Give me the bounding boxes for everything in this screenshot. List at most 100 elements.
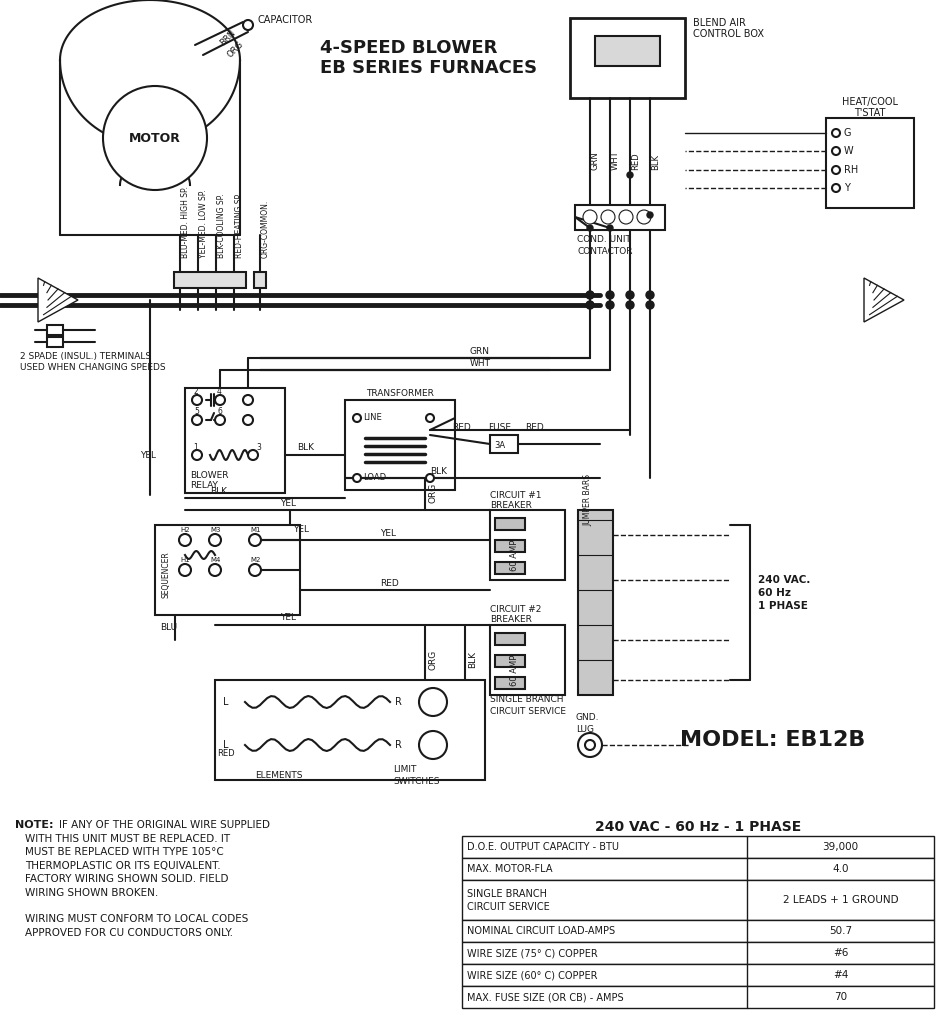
Text: 6: 6	[217, 408, 222, 417]
Text: BLK: BLK	[297, 443, 314, 453]
Bar	[462, 880, 934, 920]
Bar	[495, 633, 525, 645]
Text: NOMINAL CIRCUIT LOAD-AMPS: NOMINAL CIRCUIT LOAD-AMPS	[467, 926, 615, 936]
Bar	[155, 525, 300, 615]
Circle shape	[209, 564, 221, 575]
Bar	[495, 677, 525, 689]
Circle shape	[626, 291, 634, 299]
Circle shape	[627, 172, 633, 178]
Bar	[578, 510, 613, 695]
Text: 1: 1	[193, 442, 197, 452]
Polygon shape	[38, 278, 78, 322]
Text: THERMOPLASTIC OR ITS EQUIVALENT.: THERMOPLASTIC OR ITS EQUIVALENT.	[25, 860, 221, 870]
Text: 240 VAC.: 240 VAC.	[758, 575, 810, 585]
Text: RELAY: RELAY	[190, 481, 218, 490]
Text: 1 PHASE: 1 PHASE	[758, 601, 808, 611]
Text: YEL: YEL	[140, 451, 156, 460]
Bar	[490, 510, 565, 580]
Circle shape	[243, 395, 253, 406]
Circle shape	[248, 450, 258, 460]
Text: WIRE SIZE (60° C) COPPER: WIRE SIZE (60° C) COPPER	[467, 970, 598, 980]
Text: ORG-COMMON.: ORG-COMMON.	[261, 200, 270, 258]
Bar	[490, 435, 518, 453]
Text: Y: Y	[844, 183, 850, 193]
Text: RED: RED	[452, 424, 471, 432]
Text: WITH THIS UNIT MUST BE REPLACED. IT: WITH THIS UNIT MUST BE REPLACED. IT	[25, 834, 230, 844]
Text: WHT: WHT	[611, 151, 620, 170]
Text: MAX. FUSE SIZE (OR CB) - AMPS: MAX. FUSE SIZE (OR CB) - AMPS	[467, 992, 624, 1002]
Text: L: L	[223, 740, 228, 750]
Text: L: L	[223, 697, 228, 707]
Text: YEL: YEL	[380, 528, 396, 538]
Text: 4: 4	[217, 387, 222, 396]
Text: WIRE SIZE (75° C) COPPER: WIRE SIZE (75° C) COPPER	[467, 948, 598, 958]
Text: BLU: BLU	[160, 624, 177, 633]
Text: H1: H1	[180, 557, 190, 563]
Bar	[495, 540, 525, 552]
Text: 2 LEADS + 1 GROUND: 2 LEADS + 1 GROUND	[783, 895, 899, 905]
Circle shape	[647, 212, 653, 218]
Text: 240 VAC - 60 Hz - 1 PHASE: 240 VAC - 60 Hz - 1 PHASE	[595, 820, 801, 834]
Bar	[254, 272, 266, 288]
Text: WIRING SHOWN BROKEN.: WIRING SHOWN BROKEN.	[25, 888, 159, 897]
Circle shape	[607, 225, 613, 231]
Circle shape	[585, 740, 595, 750]
Text: #6: #6	[833, 948, 849, 958]
Circle shape	[646, 301, 654, 309]
Text: APPROVED FOR CU CONDUCTORS ONLY.: APPROVED FOR CU CONDUCTORS ONLY.	[25, 928, 233, 938]
Text: BLU-MED. HIGH SP.: BLU-MED. HIGH SP.	[181, 186, 190, 258]
Text: LIMIT: LIMIT	[393, 766, 416, 774]
Text: BLOWER: BLOWER	[190, 470, 228, 479]
Text: G: G	[844, 128, 851, 138]
Bar	[174, 272, 246, 288]
Text: 2 SPADE (INSUL.) TERMINALS: 2 SPADE (INSUL.) TERMINALS	[20, 351, 151, 360]
Text: RED: RED	[631, 153, 640, 170]
Text: ORG: ORG	[428, 650, 437, 670]
Bar	[462, 986, 934, 1008]
Text: 4.0: 4.0	[833, 864, 849, 874]
Bar	[575, 205, 665, 230]
Text: RH: RH	[844, 165, 858, 175]
Text: YEL: YEL	[280, 613, 296, 623]
Text: USED WHEN CHANGING SPEEDS: USED WHEN CHANGING SPEEDS	[20, 362, 165, 372]
Text: LUG: LUG	[576, 725, 594, 734]
Text: SEQUENCER: SEQUENCER	[162, 552, 171, 598]
Text: 2: 2	[194, 387, 199, 396]
Circle shape	[192, 415, 202, 425]
Text: M4: M4	[210, 557, 220, 563]
Text: RED: RED	[525, 424, 544, 432]
Text: BLK: BLK	[468, 651, 477, 669]
Text: R: R	[395, 697, 402, 707]
Text: CONTROL BOX: CONTROL BOX	[693, 29, 764, 39]
Text: GRN: GRN	[470, 346, 490, 355]
Circle shape	[419, 731, 447, 759]
Circle shape	[578, 733, 602, 757]
Text: 50.7: 50.7	[829, 926, 852, 936]
Text: M1: M1	[250, 527, 261, 534]
Circle shape	[215, 395, 225, 406]
Text: 39,000: 39,000	[822, 842, 858, 852]
Text: BREAKER: BREAKER	[490, 615, 531, 625]
Text: COND. UNIT: COND. UNIT	[577, 236, 631, 245]
Text: MUST BE REPLACED WITH TYPE 105°C: MUST BE REPLACED WITH TYPE 105°C	[25, 847, 224, 857]
Circle shape	[601, 210, 615, 224]
Circle shape	[179, 534, 191, 546]
Circle shape	[353, 414, 361, 422]
Text: CAPACITOR: CAPACITOR	[258, 15, 313, 25]
Text: LINE: LINE	[363, 414, 381, 423]
Text: GND.: GND.	[576, 714, 599, 723]
Bar	[570, 18, 685, 98]
Text: CIRCUIT SERVICE: CIRCUIT SERVICE	[490, 708, 566, 717]
Circle shape	[606, 291, 614, 299]
Text: MODEL: EB12B: MODEL: EB12B	[680, 730, 866, 750]
Circle shape	[646, 291, 654, 299]
Text: SWITCHES: SWITCHES	[393, 776, 440, 785]
Text: BLK-COOLING SP.: BLK-COOLING SP.	[217, 194, 226, 258]
Text: LOAD: LOAD	[363, 473, 386, 482]
Circle shape	[215, 415, 225, 425]
Circle shape	[587, 225, 593, 231]
Circle shape	[832, 129, 840, 137]
Text: M2: M2	[250, 557, 261, 563]
Text: RED: RED	[380, 579, 398, 588]
Bar	[462, 836, 934, 858]
